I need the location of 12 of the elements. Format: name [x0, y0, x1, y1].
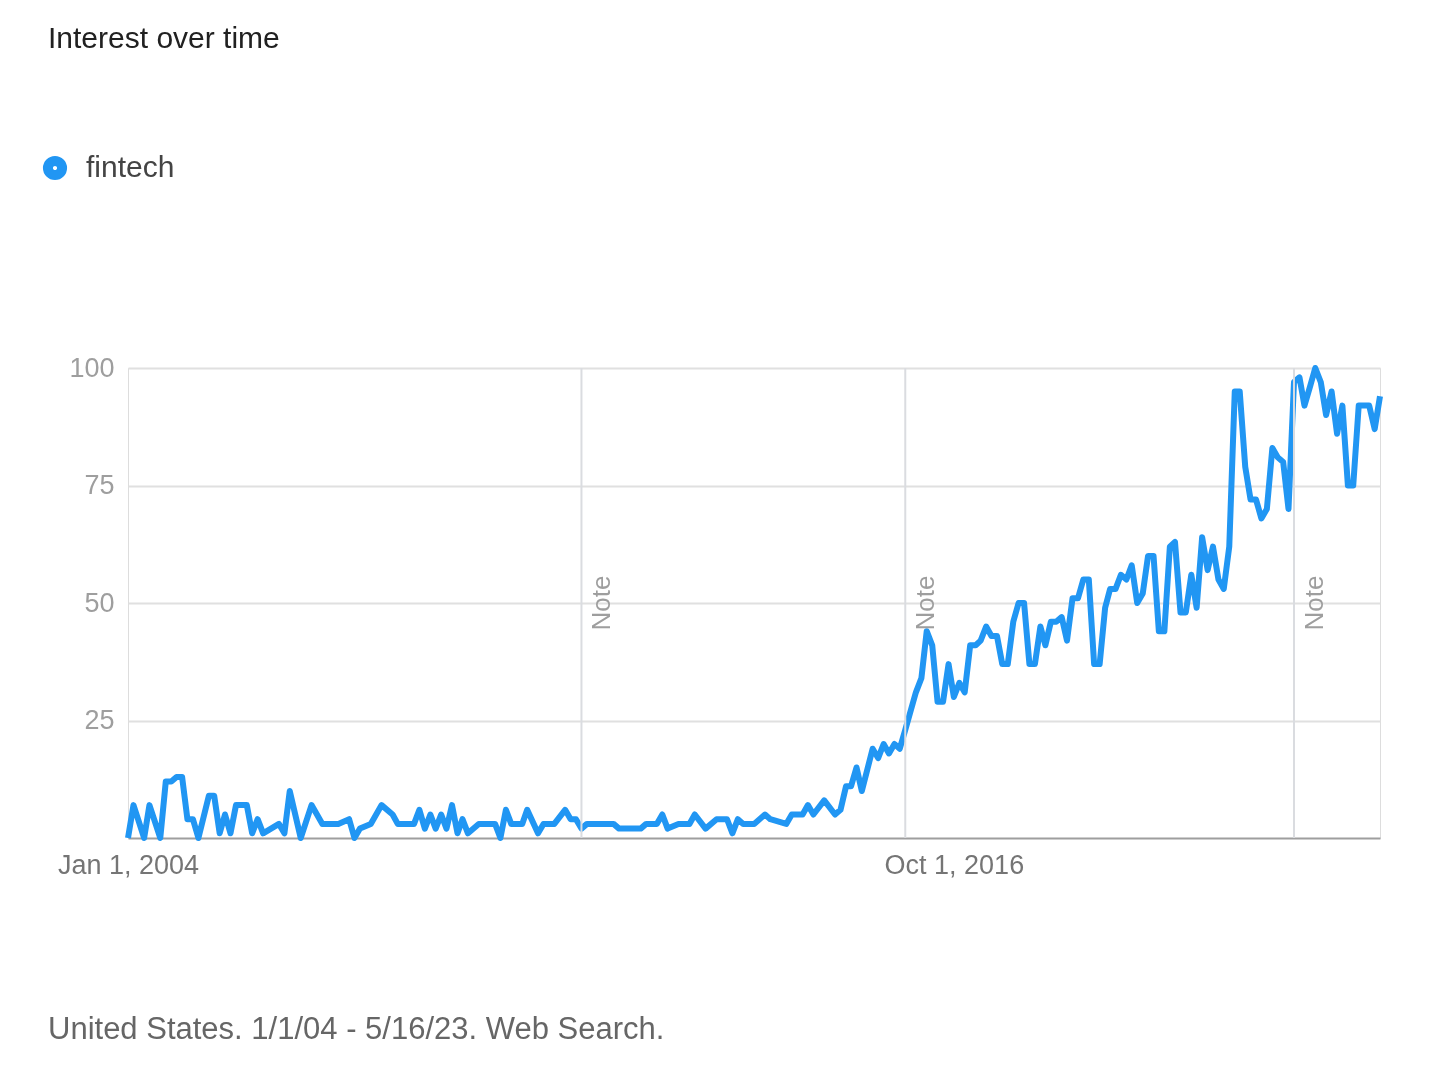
y-tick-label: 75 [84, 470, 115, 500]
y-tick-label: 50 [84, 587, 115, 618]
x-tick-label: Oct 1, 2016 [884, 849, 1025, 880]
ref-line-label: Note [586, 575, 617, 631]
chart-title: Interest over time [48, 21, 280, 54]
y-tick-label: 100 [69, 352, 115, 383]
y-tick-label: 25 [84, 705, 115, 735]
x-tick-label: Jan 1, 2004 [57, 849, 200, 880]
text: United States. 1/1/04 - 5/16/23. Web Search. [48, 1011, 665, 1046]
ref-line-label: Note [910, 575, 941, 631]
ref-line-label: Note [1298, 575, 1329, 631]
legend-label: fintech [86, 150, 175, 183]
